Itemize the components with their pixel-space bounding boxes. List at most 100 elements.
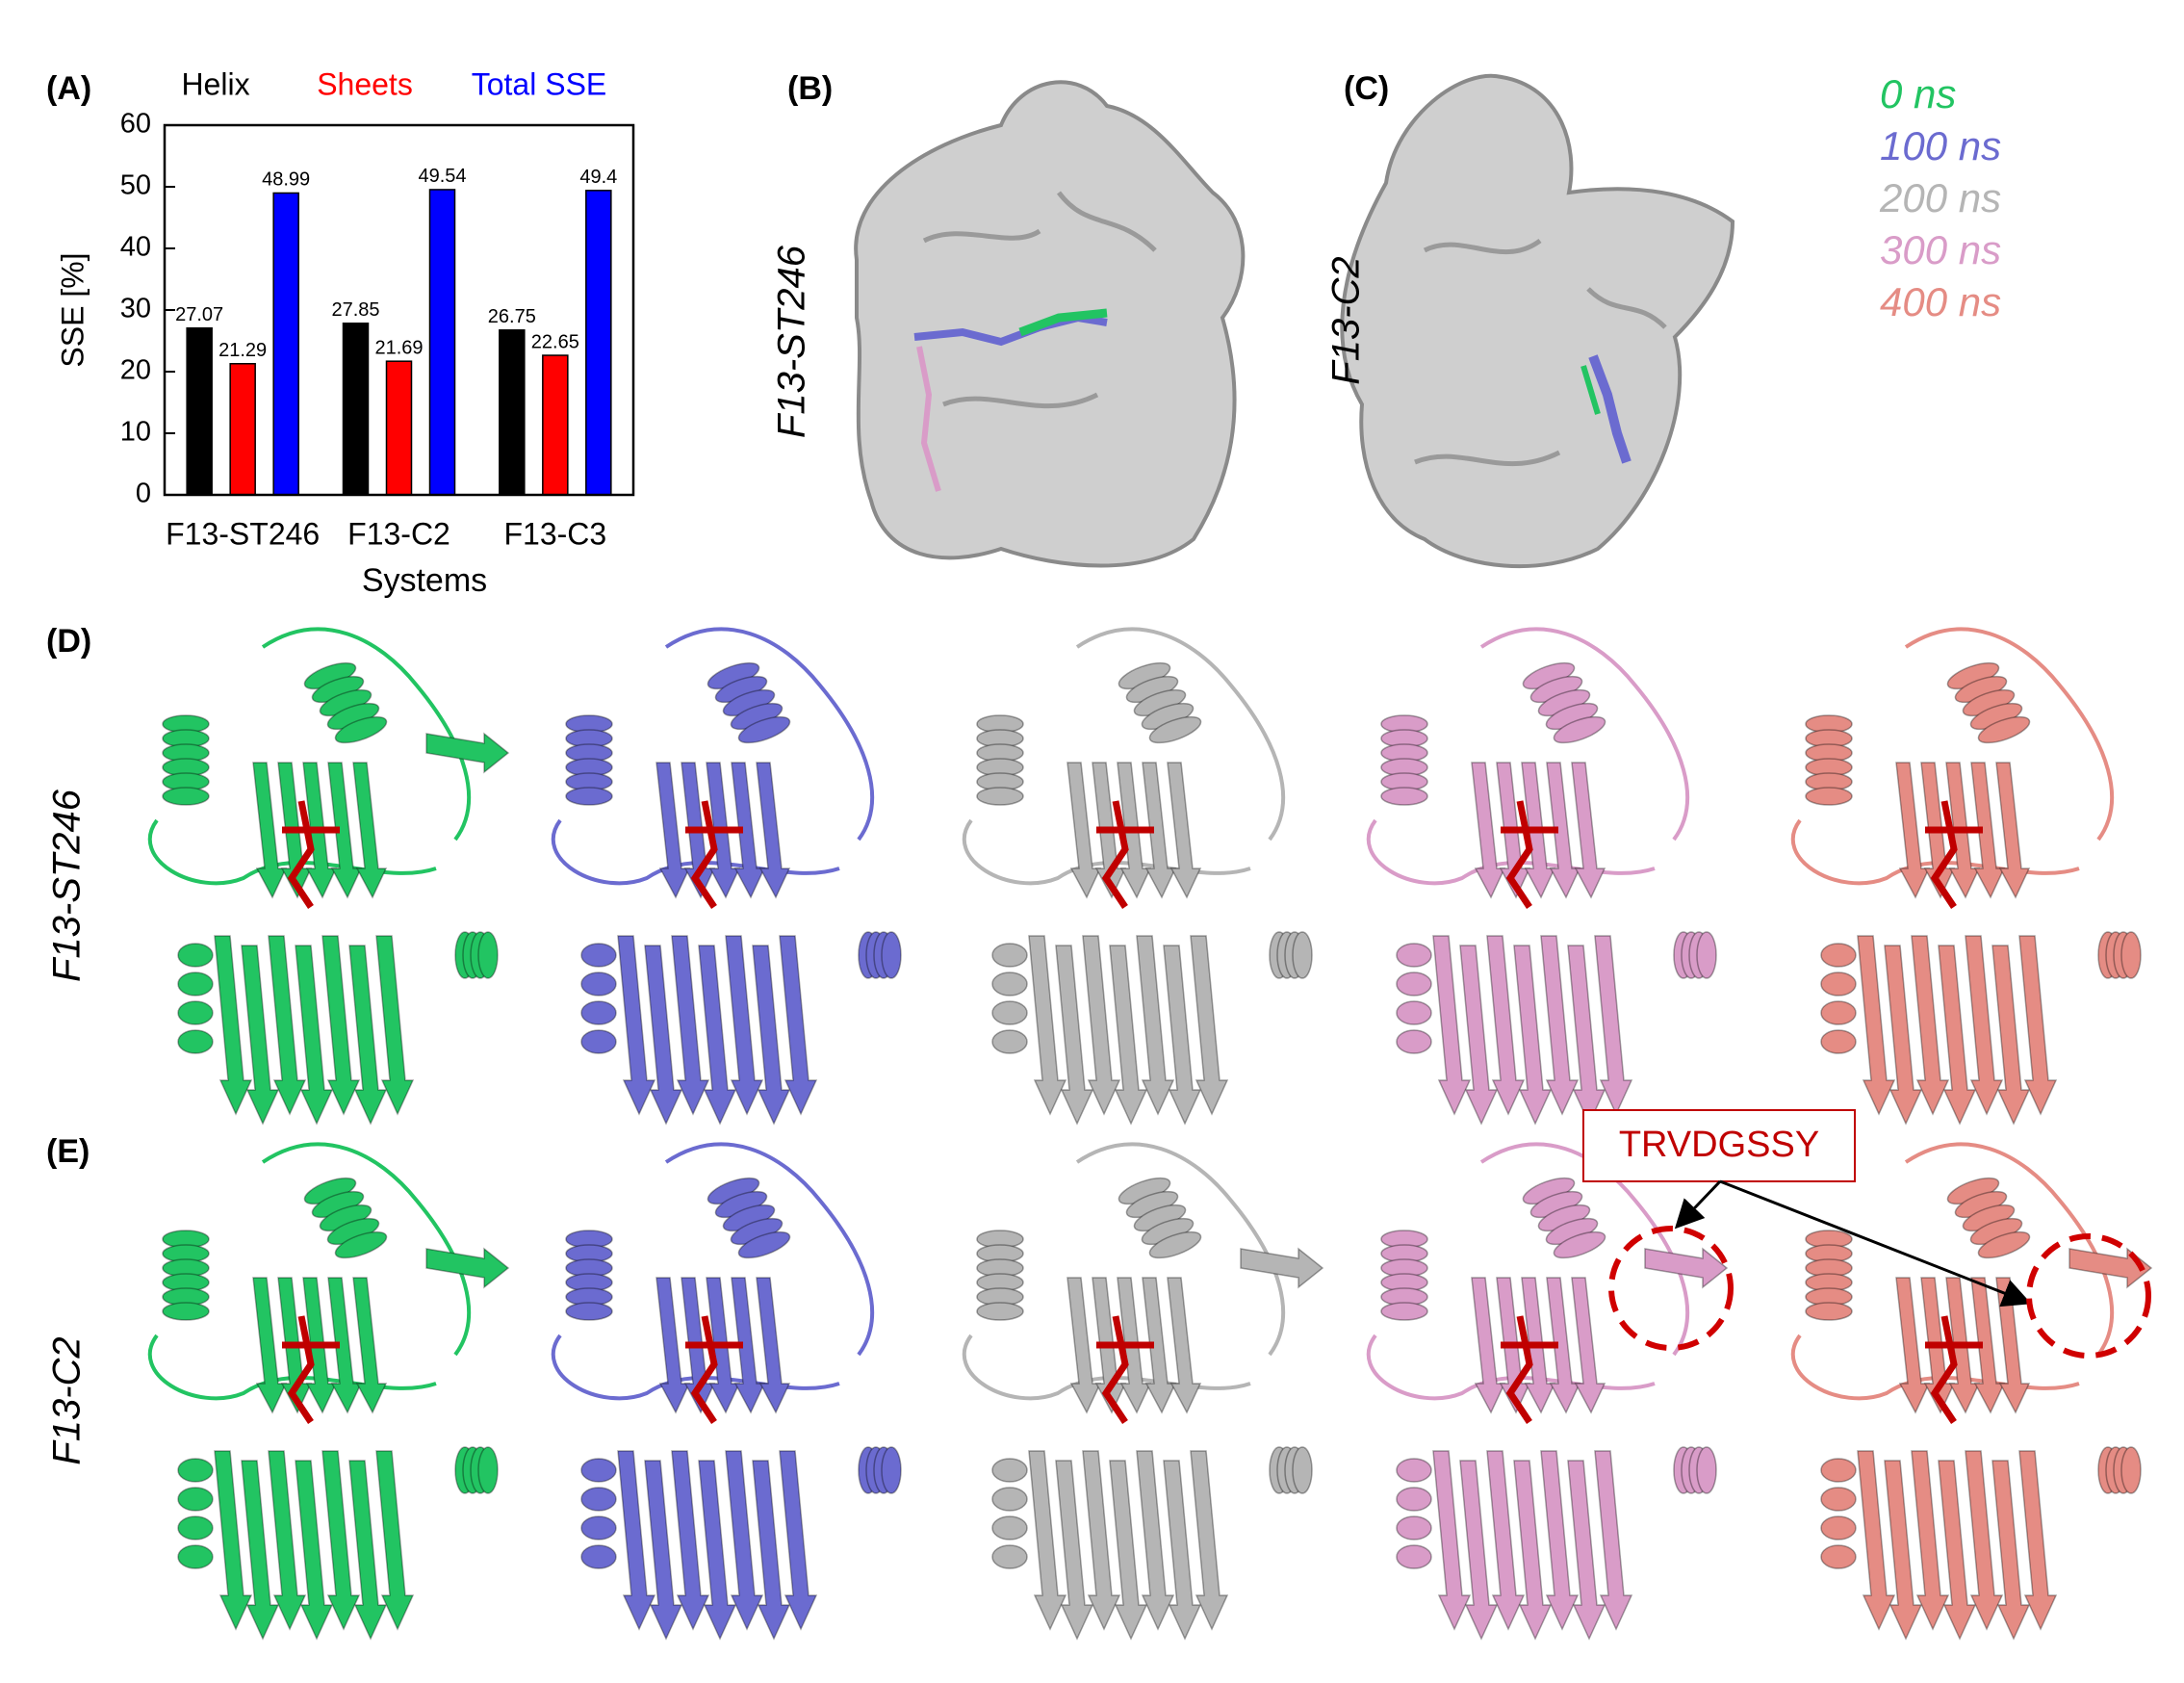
- sheet: [725, 1450, 764, 1631]
- bar: [385, 360, 413, 496]
- helix: [1380, 1302, 1428, 1321]
- sheet: [295, 1460, 334, 1641]
- helix: [477, 931, 499, 979]
- sheet: [1895, 1277, 1931, 1414]
- helix: [177, 971, 214, 997]
- sheet: [671, 935, 710, 1116]
- ligand: [1588, 354, 1632, 464]
- sheet: [1142, 762, 1177, 899]
- data-label: 49.4: [579, 167, 617, 188]
- sheet: [1028, 935, 1067, 1116]
- helix: [1820, 1000, 1857, 1025]
- legend-entry: Total SSE: [472, 66, 607, 101]
- time-legend-entry: 200 ns: [1879, 175, 2001, 220]
- helix: [991, 1029, 1028, 1054]
- data-label: 27.85: [331, 299, 379, 321]
- sheet: [1991, 945, 2031, 1126]
- helix: [177, 1458, 214, 1483]
- helix: [1380, 787, 1428, 806]
- helix: [1820, 1487, 1857, 1512]
- bar: [585, 190, 612, 496]
- highlight-circle: [1608, 1226, 1734, 1351]
- bar: [428, 189, 456, 496]
- sheet: [1540, 935, 1580, 1116]
- sheet: [1136, 935, 1175, 1116]
- surface-groove: [922, 191, 1157, 409]
- helix: [1396, 943, 1432, 968]
- sheet: [1055, 1460, 1094, 1641]
- y-tick-label: 20: [120, 355, 151, 386]
- sheet: [1571, 1277, 1606, 1414]
- protein-surface: [1340, 73, 1735, 569]
- data-label: 21.29: [218, 340, 267, 361]
- sheet: [214, 1450, 253, 1631]
- helix: [334, 715, 388, 744]
- sheet: [1486, 935, 1526, 1116]
- legend-entry: Sheets: [317, 66, 413, 101]
- sheet: [1459, 1460, 1499, 1641]
- helix: [881, 1446, 902, 1494]
- sheet: [348, 945, 388, 1126]
- sheet: [375, 935, 415, 1116]
- sheet: [752, 1460, 791, 1641]
- sheet: [1240, 1247, 1324, 1289]
- helix: [177, 1000, 214, 1025]
- helix: [1396, 1487, 1432, 1512]
- sheet: [1459, 945, 1499, 1126]
- bar: [186, 327, 213, 496]
- helix: [1820, 1544, 1857, 1569]
- data-label: 22.65: [531, 331, 579, 352]
- sheet: [779, 1450, 818, 1631]
- sheet: [1028, 1450, 1067, 1631]
- sheet: [1995, 762, 2031, 899]
- y-tick-label: 30: [120, 294, 151, 324]
- ligand: [1580, 365, 1601, 415]
- protein-cartoon: [551, 1142, 902, 1641]
- ligand: [916, 346, 941, 492]
- row-label: F13-ST246: [46, 789, 89, 982]
- sheet: [327, 762, 363, 899]
- helix: [2120, 931, 2142, 979]
- helix: [1292, 1446, 1313, 1494]
- helix: [580, 1000, 617, 1025]
- panel-label: (D): [46, 623, 91, 660]
- bar: [229, 362, 256, 496]
- sheet: [352, 1277, 388, 1414]
- y-axis-label: SSE [%]: [55, 252, 90, 367]
- sheet: [1066, 762, 1102, 899]
- x-tick-label: F13-C2: [347, 516, 450, 551]
- protein-cartoon: [1366, 1142, 1729, 1641]
- sheet: [644, 945, 683, 1126]
- arrow: [1719, 1179, 2032, 1308]
- sheet: [1970, 1277, 2006, 1414]
- sheet: [295, 945, 334, 1126]
- helix: [565, 1302, 613, 1321]
- sheet: [1471, 762, 1506, 899]
- helix: [991, 1487, 1028, 1512]
- sheet: [644, 1460, 683, 1641]
- helix: [334, 1230, 388, 1259]
- helix: [991, 943, 1028, 968]
- sheet: [1167, 762, 1202, 899]
- sheet: [1432, 1450, 1472, 1631]
- ligand: [1925, 1315, 1983, 1424]
- sheet: [268, 1450, 307, 1631]
- x-axis-label: Systems: [362, 562, 487, 599]
- protein-cartoon: [1790, 627, 2142, 1126]
- sheet: [375, 1450, 415, 1631]
- helix: [177, 1487, 214, 1512]
- helix: [1396, 1000, 1432, 1025]
- sheet: [1965, 935, 2004, 1116]
- ligand: [1096, 800, 1154, 909]
- sheet: [731, 1277, 766, 1414]
- sheet: [241, 945, 280, 1126]
- sheet: [617, 935, 656, 1116]
- sheet: [1857, 1450, 1896, 1631]
- helix: [737, 1230, 791, 1259]
- helix: [1148, 715, 1202, 744]
- sheet: [321, 1450, 361, 1631]
- helix: [1977, 1230, 2031, 1259]
- helix: [580, 1487, 617, 1512]
